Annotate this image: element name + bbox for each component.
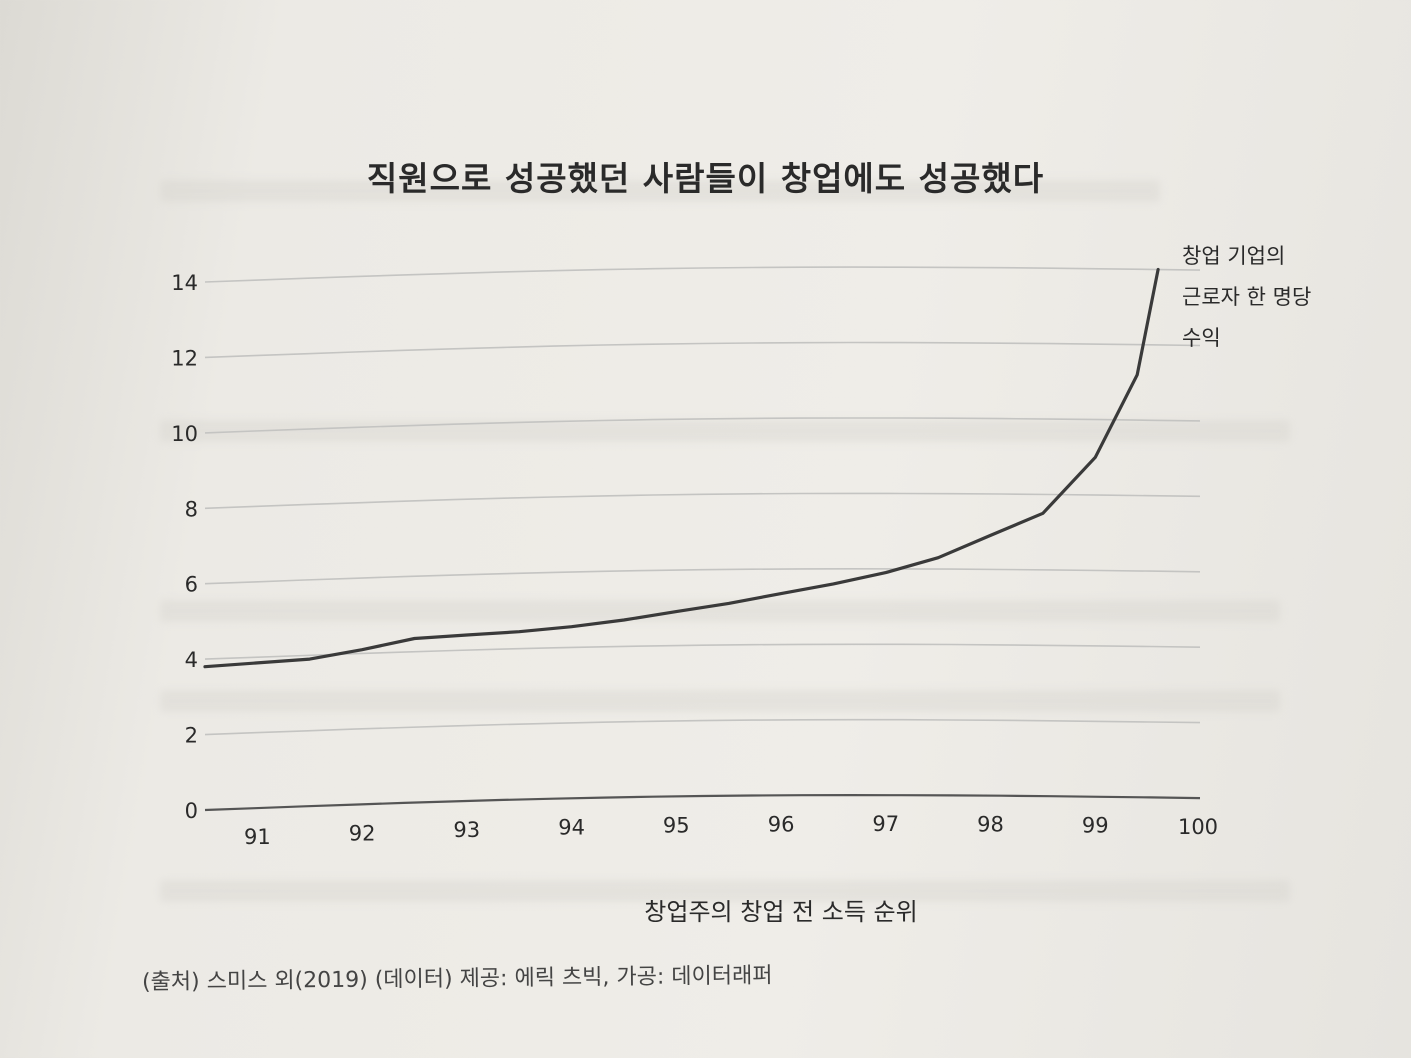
x-tick-label: 100: [1178, 815, 1218, 839]
y-tick-label: 4: [185, 648, 198, 672]
y-tick-label: 14: [171, 271, 198, 295]
x-axis-title: 창업주의 창업 전 소득 순위: [644, 898, 918, 926]
series-label: 창업 기업의 근로자 한 명당 수익: [1182, 236, 1332, 359]
x-axis-ticks: 91 92 93 94 95 96 97 98 99 100: [244, 812, 1218, 849]
x-tick-label: 92: [349, 821, 376, 845]
grid-line: [204, 417, 1201, 434]
series-label-line: 근로자 한 명당: [1182, 285, 1312, 309]
y-tick-label: 2: [185, 724, 198, 748]
grid-lines: [204, 266, 1201, 812]
x-tick-label: 95: [663, 813, 690, 837]
grid-line: [204, 341, 1201, 359]
x-tick-label: 93: [453, 818, 480, 842]
series-label-line: 창업 기업의: [1182, 244, 1286, 268]
grid-line: [204, 492, 1201, 510]
x-tick-label: 96: [768, 812, 795, 836]
x-tick-label: 99: [1082, 814, 1109, 838]
y-tick-label: 10: [171, 422, 198, 446]
series-label-line: 수익: [1182, 326, 1221, 350]
y-tick-label: 8: [185, 497, 198, 521]
bleed-through-text: [160, 880, 1290, 902]
x-axis-baseline: [204, 793, 1201, 812]
chart-title: 직원으로 성공했던 사람들이 창업에도 성공했다: [366, 159, 1045, 198]
bleed-through-text: [160, 690, 1280, 712]
series-layer: [203, 267, 1160, 669]
x-tick-label: 91: [244, 825, 271, 849]
grid-line: [204, 266, 1201, 283]
source-note: (출처) 스미스 외(2019) (데이터) 제공: 에릭 츠빅, 가공: 데이…: [141, 963, 773, 995]
x-tick-label: 94: [558, 815, 585, 839]
x-tick-label: 97: [872, 812, 899, 836]
grid-line: [204, 567, 1201, 585]
y-axis-ticks: 0 2 4 6 8 10 12 14: [171, 271, 198, 823]
y-tick-label: 12: [171, 346, 198, 370]
bleed-through-text: [160, 600, 1280, 622]
bleed-through-text: [160, 420, 1290, 442]
grid-line: [204, 718, 1201, 736]
series-line: [203, 267, 1160, 669]
bleed-through-text: [160, 180, 1160, 202]
y-tick-label: 6: [185, 573, 198, 597]
grid-line: [204, 643, 1201, 660]
x-tick-label: 98: [977, 813, 1004, 837]
y-tick-label: 0: [185, 799, 198, 823]
